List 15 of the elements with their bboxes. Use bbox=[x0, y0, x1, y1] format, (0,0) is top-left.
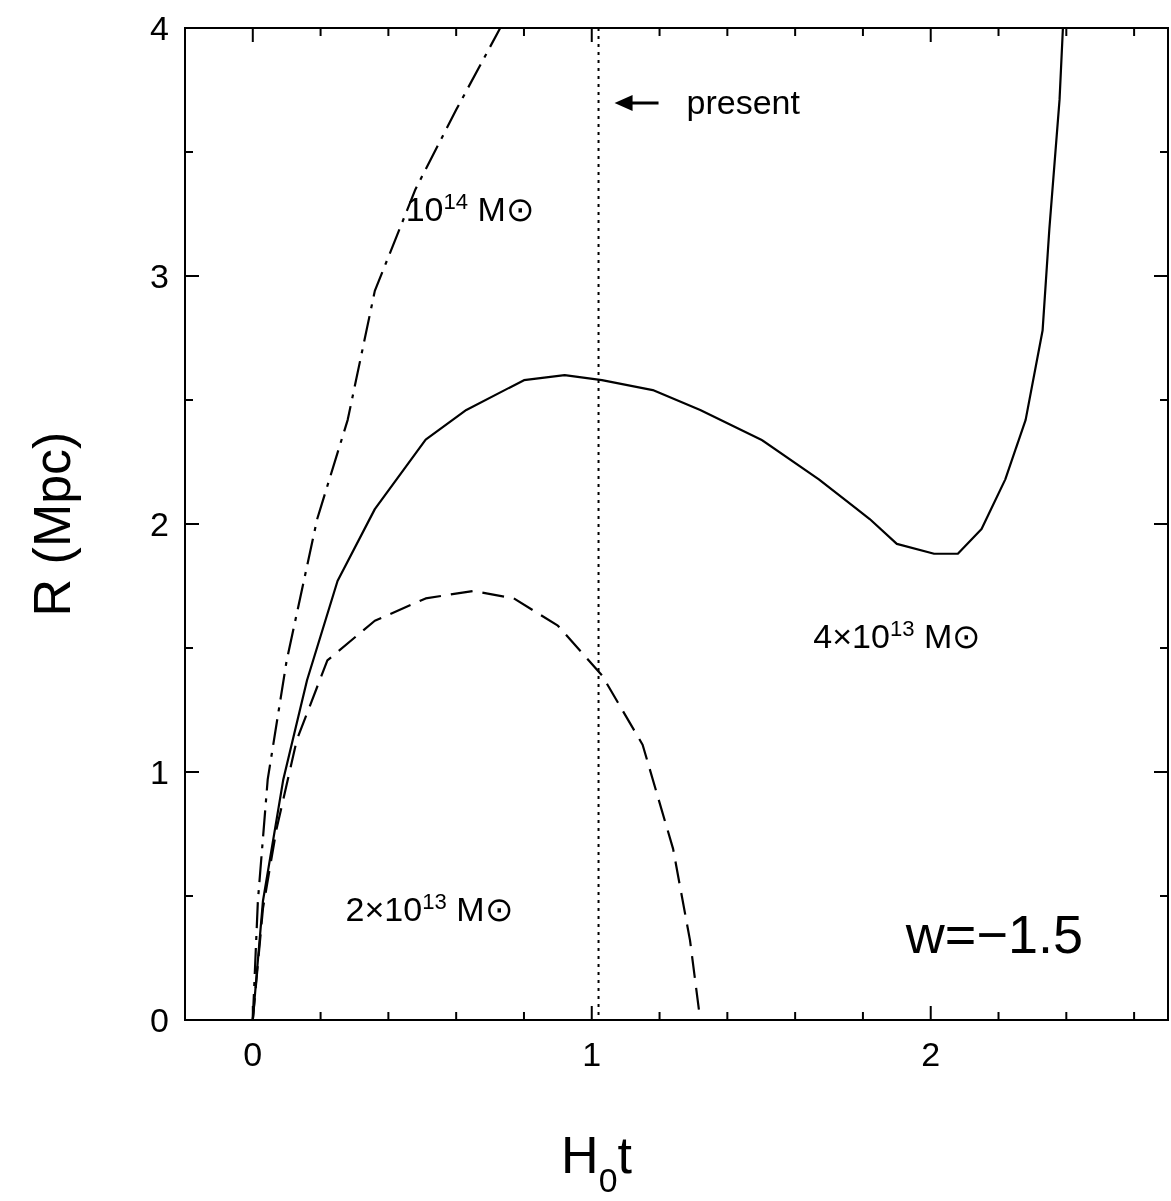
series-label: 10$^{14}$ M⊙ bbox=[405, 188, 534, 229]
x-tick-label: 2 bbox=[921, 1035, 941, 1073]
x-tick-label: 1 bbox=[582, 1035, 602, 1073]
x-tick-label: 0 bbox=[243, 1035, 263, 1073]
series-label: 4×10$^{13}$ M⊙ bbox=[813, 615, 981, 655]
text: 2×10$^{13}$ M⊙ bbox=[345, 888, 513, 928]
y-tick-label: 0 bbox=[150, 1001, 169, 1039]
y-tick-label: 4 bbox=[150, 9, 169, 47]
y-axis-title: R (Mpc) bbox=[23, 431, 81, 617]
y-tick-label: 3 bbox=[150, 257, 169, 295]
annotation: w=−1.5 bbox=[904, 904, 1083, 965]
ref-line-label: present bbox=[686, 83, 801, 121]
x-axis-title: H$_{0}$t bbox=[561, 1126, 633, 1199]
y-tick-label: 2 bbox=[150, 505, 169, 543]
y-tick-label: 1 bbox=[150, 753, 169, 791]
